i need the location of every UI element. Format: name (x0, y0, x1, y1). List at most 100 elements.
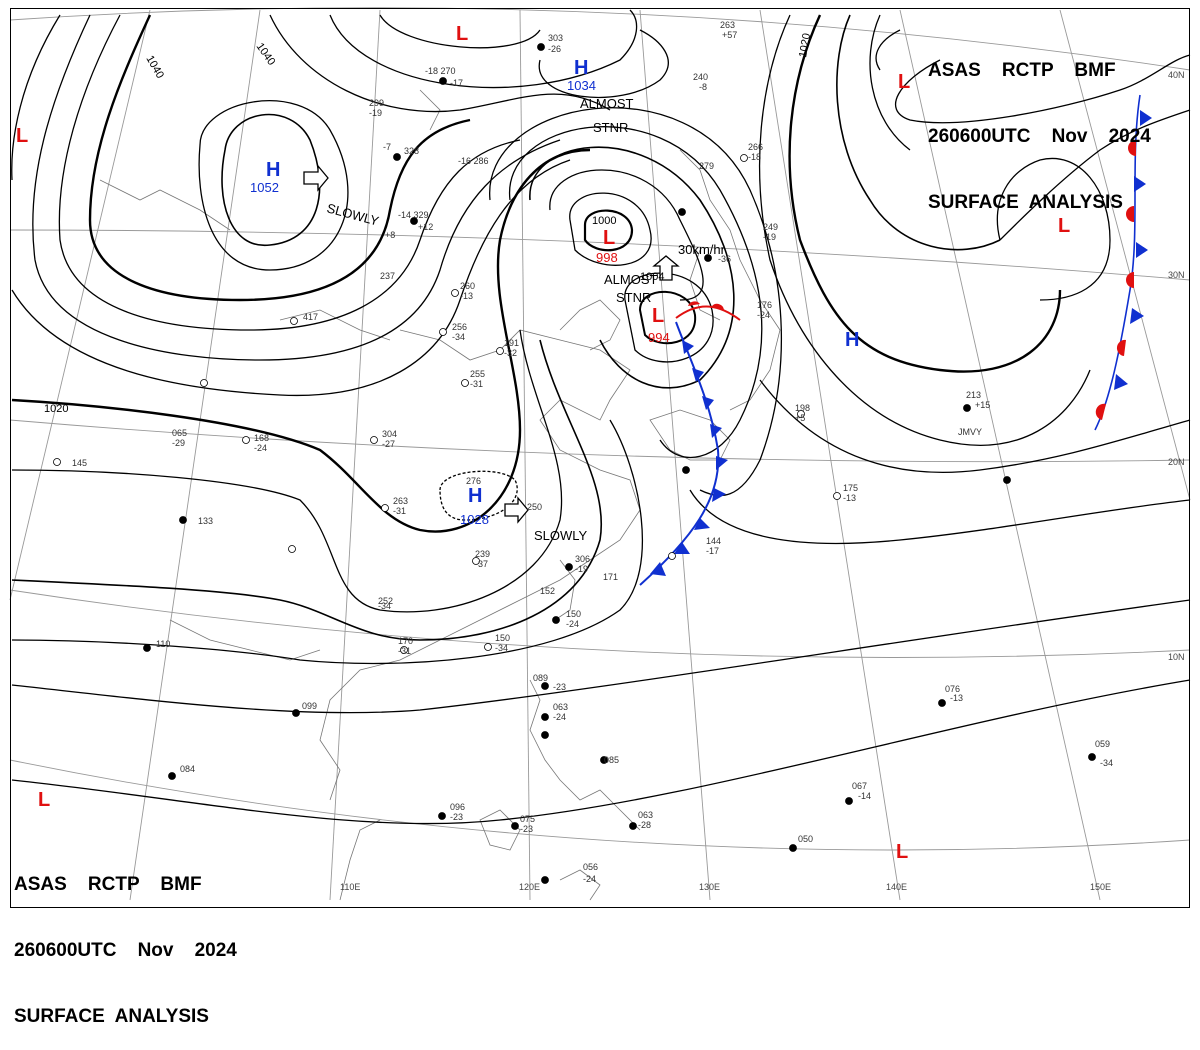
isobar (895, 54, 1191, 124)
coordinate-labels: 40N 30N 20N 10N 110E 120E 130E 140E 150E (340, 70, 1185, 892)
isobar (11, 599, 1191, 714)
isobar-1020 (788, 14, 1062, 373)
svg-text:-18: -18 (748, 152, 761, 162)
svg-text:255: 255 (470, 369, 485, 379)
svg-text:-13: -13 (950, 693, 963, 703)
latitude-label: 40N (1168, 70, 1185, 80)
svg-text:-19: -19 (763, 232, 776, 242)
svg-text:150: 150 (495, 633, 510, 643)
svg-text:-28: -28 (638, 820, 651, 830)
svg-text:+8: +8 (385, 230, 395, 240)
svg-text:-23: -23 (450, 812, 463, 822)
latitude-line-0 (9, 759, 1191, 851)
svg-text:089: 089 (533, 673, 548, 683)
svg-text:076: 076 (945, 684, 960, 694)
header-datetime: 260600UTC Nov 2024 (14, 940, 237, 961)
high-pressure-value: 1052 (250, 180, 279, 195)
movement-note: ALMOST (604, 272, 658, 287)
svg-text:145: 145 (72, 458, 87, 468)
isobar-1004 (638, 290, 697, 345)
svg-text:-19: -19 (369, 108, 382, 118)
svg-text:-13: -13 (843, 493, 856, 503)
svg-text:-36: -36 (718, 254, 731, 264)
movement-note: ALMOST (580, 96, 634, 111)
isobar (11, 159, 571, 397)
svg-text:-24: -24 (757, 310, 770, 320)
svg-text:263: 263 (720, 20, 735, 30)
isobar (999, 109, 1191, 241)
low-center: L (1058, 215, 1070, 237)
low-center: L (898, 71, 910, 93)
svg-text:-31: -31 (393, 506, 406, 516)
longitude-line (759, 9, 901, 901)
isobar (569, 192, 652, 266)
svg-text:059: 059 (1095, 739, 1110, 749)
isobar-label: 1020 (797, 32, 813, 58)
latitude-line-30n (9, 229, 1191, 281)
isobar-label: 1004 (640, 271, 664, 283)
movement-arrow (652, 255, 680, 281)
svg-text:065: 065 (172, 428, 187, 438)
longitude-line (639, 9, 711, 901)
svg-text:-17: -17 (450, 78, 463, 88)
high-pressure-value: 1028 (460, 512, 489, 527)
svg-text:239: 239 (475, 549, 490, 559)
cold-front (639, 321, 728, 586)
svg-text:191: 191 (504, 338, 519, 348)
isobar-label: 1020 (44, 403, 68, 415)
svg-text:304: 304 (382, 429, 397, 439)
svg-text:085: 085 (604, 755, 619, 765)
header-title: SURFACE ANALYSIS (928, 192, 1123, 213)
svg-text:299: 299 (369, 98, 384, 108)
svg-text:237: 237 (380, 271, 395, 281)
isobar (529, 146, 735, 389)
svg-text:-14: -14 (858, 791, 871, 801)
svg-text:-24: -24 (566, 619, 579, 629)
movement-arrow (504, 496, 529, 524)
isobar (11, 329, 563, 613)
svg-text:144: 144 (706, 536, 721, 546)
low-pressure-value: 998 (596, 250, 618, 265)
svg-text:-18 270: -18 270 (425, 66, 456, 76)
svg-text:249: 249 (763, 222, 778, 232)
warm-front (675, 301, 741, 321)
svg-text:170: 170 (398, 636, 413, 646)
svg-text:+57: +57 (722, 30, 737, 40)
svg-text:-34: -34 (1100, 758, 1113, 768)
low-center: L (896, 841, 908, 863)
longitude-label: 110E (340, 882, 360, 892)
longitude-label: 150E (1090, 882, 1111, 892)
weather-map: -18 270-17 303-26 299-19 328-7 -16 286-1… (9, 7, 1191, 901)
svg-text:250: 250 (527, 502, 542, 512)
pressure-systems: H 1052 H 1034 H 1028 H L 998 1000 L 994 … (16, 23, 1070, 863)
isobar (759, 379, 1191, 473)
svg-text:-34: -34 (378, 601, 391, 611)
svg-text:328: 328 (404, 146, 419, 156)
svg-text:-27: -27 (382, 439, 395, 449)
header-station: ASAS RCTP BMF (14, 874, 202, 895)
isobar (11, 679, 1191, 825)
chart-header-bottom-left: ASAS RCTP BMF 260600UTC Nov 2024 SURFACE… (14, 830, 237, 1050)
svg-text:252: 252 (378, 596, 393, 606)
speed-note: 30km/hr (678, 242, 726, 257)
svg-text:-34: -34 (452, 332, 465, 342)
svg-text:067: 067 (852, 781, 867, 791)
movement-note: STNR (593, 120, 628, 135)
svg-text:-32: -32 (504, 348, 517, 358)
isobars (11, 9, 1191, 825)
svg-text:240: 240 (693, 72, 708, 82)
svg-text:198: 198 (795, 403, 810, 413)
latitude-line-10n (9, 589, 1191, 658)
longitude-line (329, 9, 381, 901)
svg-text:-29: -29 (172, 438, 185, 448)
svg-text:150: 150 (566, 609, 581, 619)
isobar-1040 (88, 14, 471, 302)
header-station: ASAS RCTP BMF (928, 60, 1116, 81)
svg-text:175: 175 (843, 483, 858, 493)
svg-text:-26: -26 (548, 44, 561, 54)
svg-text:306: 306 (575, 554, 590, 564)
svg-text:-7: -7 (383, 142, 391, 152)
svg-text:096: 096 (450, 802, 465, 812)
longitude-line (129, 9, 261, 901)
isobar (269, 14, 611, 113)
